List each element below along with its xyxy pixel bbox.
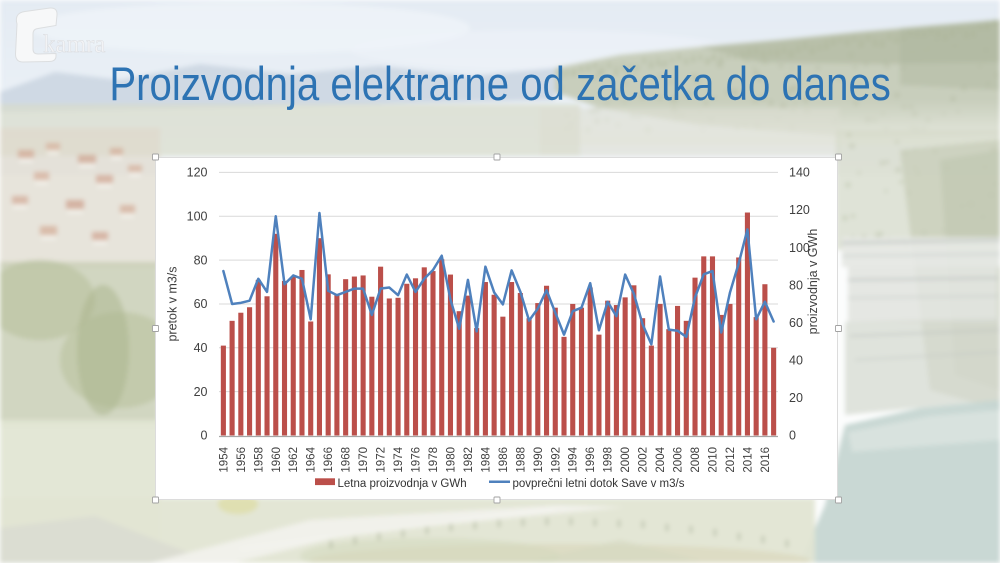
svg-text:0: 0 xyxy=(201,429,208,443)
svg-text:pretok v m3/s: pretok v m3/s xyxy=(166,266,180,341)
svg-text:40: 40 xyxy=(789,354,803,368)
svg-text:20: 20 xyxy=(194,385,208,399)
svg-text:60: 60 xyxy=(194,297,208,311)
svg-text:2002: 2002 xyxy=(638,447,650,473)
svg-text:2010: 2010 xyxy=(708,447,720,473)
svg-text:2000: 2000 xyxy=(620,447,632,473)
svg-text:100: 100 xyxy=(187,209,208,223)
svg-text:80: 80 xyxy=(194,253,208,267)
svg-text:1988: 1988 xyxy=(515,447,527,473)
svg-text:1994: 1994 xyxy=(568,446,580,472)
svg-text:1956: 1956 xyxy=(236,447,248,473)
svg-text:1982: 1982 xyxy=(463,447,475,473)
svg-text:0: 0 xyxy=(789,429,796,443)
svg-text:1996: 1996 xyxy=(585,447,597,473)
svg-text:1960: 1960 xyxy=(271,447,283,473)
svg-text:1998: 1998 xyxy=(603,447,615,473)
svg-text:1984: 1984 xyxy=(480,446,492,472)
svg-text:1964: 1964 xyxy=(306,446,318,472)
svg-text:1970: 1970 xyxy=(358,447,370,473)
svg-text:1980: 1980 xyxy=(446,447,458,473)
svg-text:1974: 1974 xyxy=(393,446,405,472)
svg-text:1986: 1986 xyxy=(498,447,510,473)
svg-text:80: 80 xyxy=(789,278,803,292)
svg-text:2008: 2008 xyxy=(690,447,702,473)
svg-text:1976: 1976 xyxy=(411,447,423,473)
svg-text:2006: 2006 xyxy=(673,447,685,473)
svg-text:20: 20 xyxy=(789,391,803,405)
svg-text:1954: 1954 xyxy=(218,446,230,472)
svg-text:40: 40 xyxy=(194,341,208,355)
svg-text:1972: 1972 xyxy=(376,447,388,473)
svg-text:1968: 1968 xyxy=(341,447,353,473)
svg-text:100: 100 xyxy=(789,241,810,255)
svg-text:1962: 1962 xyxy=(288,447,300,473)
svg-text:1958: 1958 xyxy=(253,447,265,473)
svg-text:120: 120 xyxy=(789,203,810,217)
svg-text:140: 140 xyxy=(789,166,810,180)
svg-text:1966: 1966 xyxy=(323,447,335,473)
svg-text:2012: 2012 xyxy=(725,447,737,473)
svg-text:1978: 1978 xyxy=(428,447,440,473)
svg-text:proizvodnja v GWh: proizvodnja v GWh xyxy=(806,229,820,335)
svg-text:2014: 2014 xyxy=(742,446,754,472)
svg-text:1992: 1992 xyxy=(550,447,562,473)
svg-text:kamra: kamra xyxy=(43,31,105,58)
svg-text:60: 60 xyxy=(789,316,803,330)
svg-text:120: 120 xyxy=(187,166,208,180)
svg-text:Letna proizvodnja v GWh: Letna proizvodnja v GWh xyxy=(338,478,467,490)
svg-text:1990: 1990 xyxy=(533,447,545,473)
svg-text:2016: 2016 xyxy=(760,447,772,473)
svg-text:2004: 2004 xyxy=(655,446,667,472)
svg-text:povprečni letni dotok Save v m: povprečni letni dotok Save v m3/s xyxy=(513,478,685,490)
